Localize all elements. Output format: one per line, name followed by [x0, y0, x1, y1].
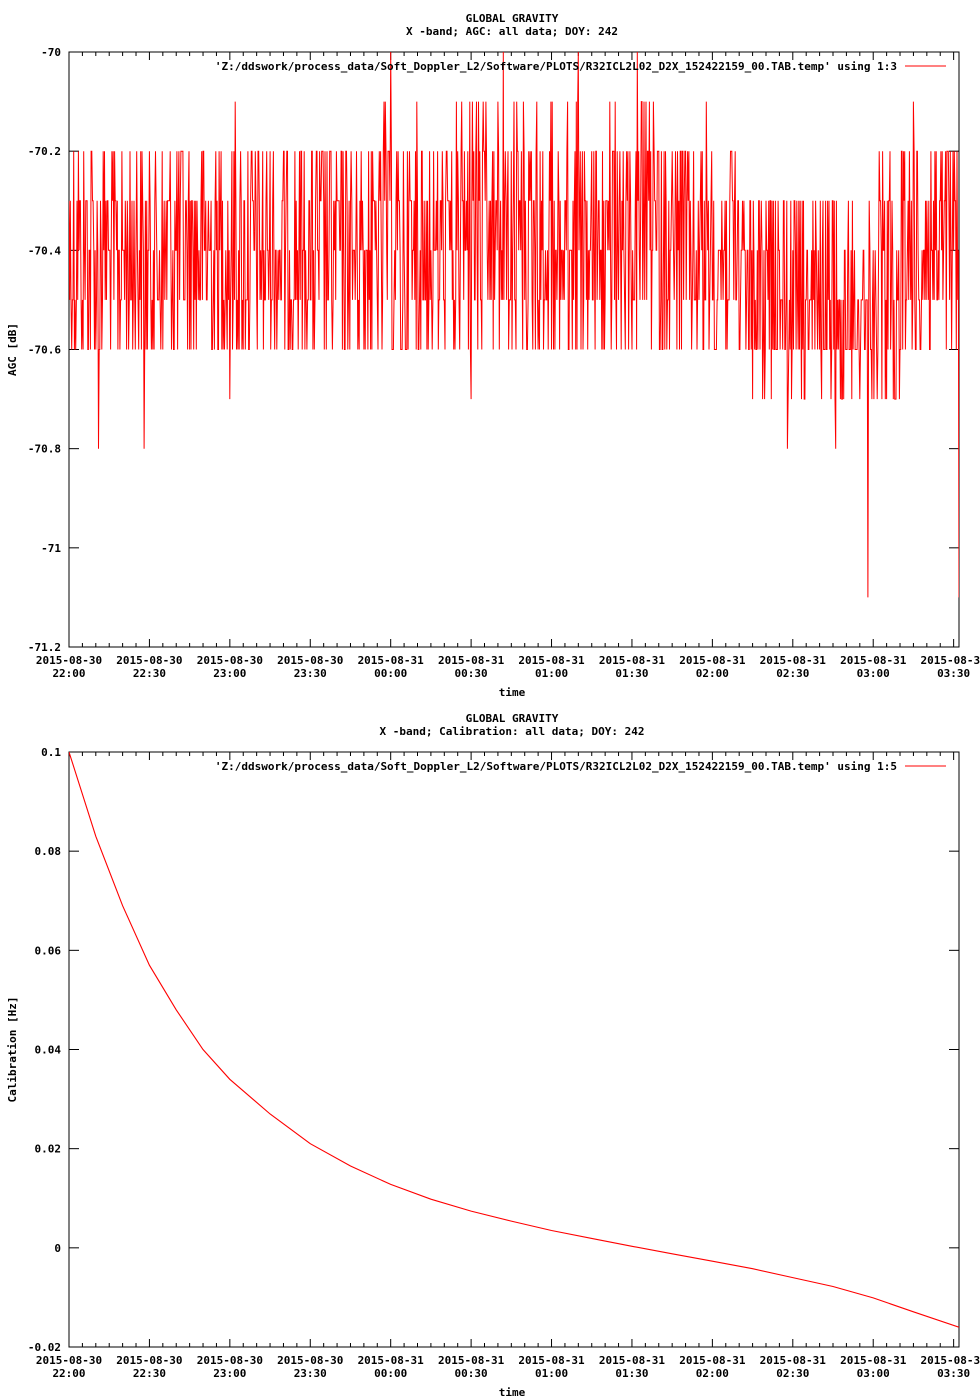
x-tick-label-date: 2015-08-31: [358, 654, 425, 667]
x-tick-label-date: 2015-08-31: [358, 1354, 425, 1367]
y-tick-label: -70.8: [28, 443, 61, 456]
x-tick-label-date: 2015-08-30: [277, 654, 343, 667]
x-tick-label-time: 03:30: [937, 667, 970, 680]
x-tick-label-time: 23:30: [294, 1367, 327, 1380]
x-tick-label-date: 2015-08-30: [116, 1354, 182, 1367]
x-axis-label: time: [499, 1386, 526, 1399]
x-tick-label-time: 02:30: [776, 1367, 809, 1380]
y-tick-label: 0.02: [35, 1143, 62, 1156]
y-tick-label: -71.2: [28, 641, 61, 654]
series-line: [69, 752, 959, 1328]
y-tick-label: 0: [54, 1242, 61, 1255]
x-tick-label-time: 00:30: [455, 1367, 488, 1380]
y-tick-label: -0.02: [28, 1341, 61, 1354]
x-tick-label-time: 01:00: [535, 667, 568, 680]
chart-subtitle: X -band; Calibration: all data; DOY: 242: [380, 725, 645, 738]
x-tick-label-date: 2015-08-31: [840, 1354, 907, 1367]
y-tick-label: -70.2: [28, 145, 61, 158]
x-tick-label-date: 2015-08-30: [197, 654, 263, 667]
y-tick-label: -70.4: [28, 244, 61, 257]
x-tick-label-date: 2015-08-30: [197, 1354, 263, 1367]
x-tick-label-time: 01:00: [535, 1367, 568, 1380]
x-tick-label-time: 03:30: [937, 1367, 970, 1380]
x-tick-label-time: 02:30: [776, 667, 809, 680]
x-tick-label-time: 22:30: [133, 667, 166, 680]
y-tick-label: 0.08: [35, 845, 62, 858]
chart-title: GLOBAL GRAVITY: [466, 12, 559, 25]
x-tick-label-date: 2015-08-31: [438, 1354, 505, 1367]
x-tick-label-time: 23:00: [213, 1367, 246, 1380]
x-tick-label-date: 2015-08-31: [599, 654, 666, 667]
x-tick-label-date: 2015-08-31: [760, 1354, 827, 1367]
y-tick-label: -71: [41, 542, 61, 555]
x-tick-label-time: 02:00: [696, 1367, 729, 1380]
x-tick-label-time: 23:00: [213, 667, 246, 680]
x-tick-label-date: 2015-08-30: [36, 1354, 102, 1367]
x-tick-label-date: 2015-08-31: [518, 654, 585, 667]
x-tick-label-date: 2015-08-31: [760, 654, 827, 667]
x-tick-label-time: 00:00: [374, 667, 407, 680]
chart-title: GLOBAL GRAVITY: [466, 712, 559, 725]
legend-entry-label: 'Z:/ddswork/process_data/Soft_Doppler_L2…: [215, 60, 897, 73]
y-tick-label: -70.6: [28, 344, 61, 357]
series-line: [69, 52, 959, 598]
x-tick-label-date: 2015-08-31: [679, 1354, 746, 1367]
y-axis-label: Calibration [Hz]: [6, 997, 19, 1103]
y-tick-label: -70: [41, 46, 61, 59]
y-tick-label: 0.1: [41, 746, 61, 759]
y-tick-label: 0.06: [35, 944, 62, 957]
x-tick-label-date: 2015-08-30: [36, 654, 102, 667]
x-axis-label: time: [499, 686, 526, 699]
x-tick-label-date: 2015-08-31: [438, 654, 505, 667]
x-tick-label-time: 00:00: [374, 1367, 407, 1380]
x-tick-label-date: 2015-08-30: [116, 654, 182, 667]
x-tick-label-time: 22:00: [52, 667, 85, 680]
x-tick-label-time: 03:00: [857, 667, 890, 680]
x-tick-label-time: 22:30: [133, 1367, 166, 1380]
legend-entry-label: 'Z:/ddswork/process_data/Soft_Doppler_L2…: [215, 760, 897, 773]
x-tick-label-time: 01:30: [615, 1367, 648, 1380]
x-tick-label-time: 03:00: [857, 1367, 890, 1380]
x-tick-label-time: 02:00: [696, 667, 729, 680]
x-tick-label-time: 01:30: [615, 667, 648, 680]
x-tick-label-date: 2015-08-31: [921, 1354, 980, 1367]
x-tick-label-date: 2015-08-31: [518, 1354, 585, 1367]
x-tick-label-time: 23:30: [294, 667, 327, 680]
y-axis-label: AGC [dB]: [6, 323, 19, 376]
x-tick-label-date: 2015-08-31: [840, 654, 907, 667]
x-tick-label-date: 2015-08-31: [599, 1354, 666, 1367]
x-tick-label-date: 2015-08-30: [277, 1354, 343, 1367]
x-tick-label-time: 22:00: [52, 1367, 85, 1380]
y-tick-label: 0.04: [35, 1044, 62, 1057]
chart-subtitle: X -band; AGC: all data; DOY: 242: [406, 25, 618, 38]
x-tick-label-date: 2015-08-31: [921, 654, 980, 667]
x-tick-label-date: 2015-08-31: [679, 654, 746, 667]
x-tick-label-time: 00:30: [455, 667, 488, 680]
